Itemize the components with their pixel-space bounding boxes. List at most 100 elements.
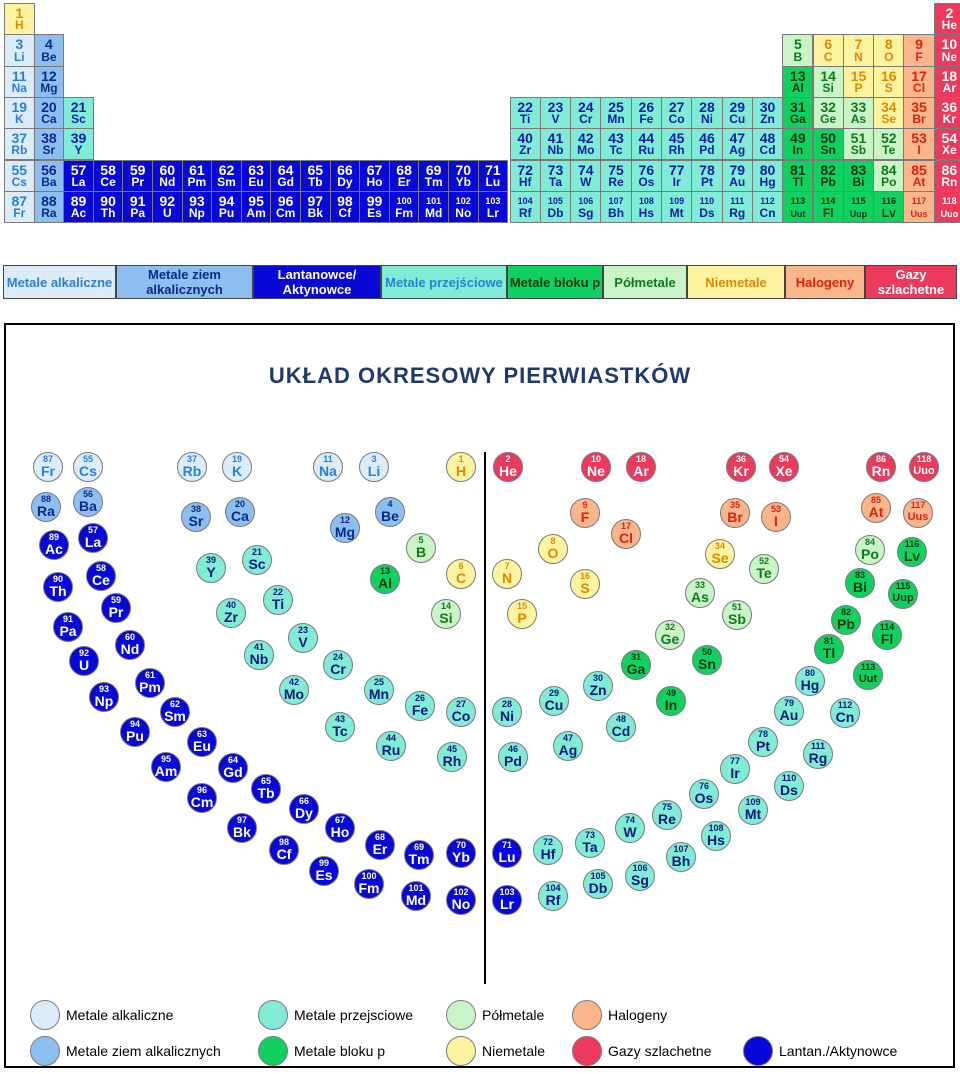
cell-symbol: Rn [941,174,958,189]
ball-number: 50 [701,647,712,657]
table-cell-v: 23 V [539,96,572,130]
ball-number: 102 [453,887,469,897]
table-cell-eu: 63 Eu [240,159,272,192]
element-ball-re: 75 Re [652,800,682,830]
element-ball-ho: 67 Ho [325,813,355,843]
table-cell-fm: 100 Fm [388,190,420,224]
table-cell-bk: 97 Bk [300,190,331,224]
legend-label: Metale przejsciowe [294,1007,414,1023]
legend-swatch [30,1000,60,1030]
element-ball-ar: 18 Ar [626,452,656,482]
cell-number: 24 [577,98,594,115]
ball-number: 10 [590,454,601,464]
cell-symbol: Ar [942,80,956,95]
table-cell-ag: 47 Ag [721,128,753,161]
table-cell-hs: 108 Hs [630,190,662,224]
ball-symbol: Dy [295,805,313,821]
ball-symbol: Sg [631,872,649,888]
table-cell-lu: 71 Lu [477,159,509,192]
element-ball-cs: 55 Cs [73,452,103,482]
cell-symbol: Ho [366,174,383,189]
table-cell-br: 35 Br [903,96,935,130]
cell-symbol: Hs [638,206,654,221]
ball-number: 26 [414,693,425,703]
cell-number: 61 [189,161,205,178]
element-ball-br: 35 Br [720,498,750,528]
cell-number: 74 [577,161,594,178]
legend-label: Metale bloku p [294,1043,386,1059]
ball-number: 45 [446,744,457,754]
cell-number: 39 [70,130,87,147]
table-cell-ar: 18 Ar [933,65,960,98]
element-ball-yb: 70 Yb [446,838,476,868]
cell-number: 93 [189,192,205,209]
legend-swatch [30,1036,60,1066]
element-ball-dy: 66 Dy [289,794,319,824]
ball-symbol: Cd [611,723,631,739]
ball-number: 57 [87,525,98,535]
cell-number: 109 [669,195,685,206]
cell-symbol: Ra [41,206,57,221]
ball-symbol: H [455,463,467,479]
element-ball-he: 2 He [493,452,523,482]
cell-symbol: N [854,49,863,64]
ball-symbol: Hs [707,832,725,848]
cell-number: 51 [850,130,867,147]
cell-symbol: Ge [820,112,837,127]
ball-symbol: Uuo [913,465,935,477]
ball-number: 70 [455,840,466,850]
cell-number: 7 [854,36,863,53]
legend-label: Gazy szlachetne [608,1043,712,1059]
cell-number: 106 [578,195,594,206]
element-ball-pt: 78 Pt [748,727,778,757]
ball-number: 23 [297,625,308,635]
cell-number: 72 [517,161,533,178]
ball-number: 106 [632,863,648,873]
cell-symbol: Hf [518,174,532,189]
cell-symbol: Dy [337,174,353,189]
table-cell-nb: 41 Nb [539,128,572,161]
ball-symbol: Ni [500,708,514,724]
table-cell-cf: 98 Cf [329,190,361,224]
ball-symbol: Pt [756,738,770,754]
element-ball-be: 4 Be [375,497,405,527]
ball-symbol: Sr [188,513,204,529]
ball-number: 38 [190,504,201,514]
table-cell-sn: 50 Sn [812,128,844,161]
ball-symbol: Br [727,509,743,525]
table-cell-se: 34 Se [873,96,905,130]
element-ball-th: 90 Th [43,572,73,602]
ball-number: 11 [323,454,333,464]
table-cell-ti: 22 Ti [509,96,541,130]
cell-symbol: Th [100,206,116,221]
element-ball-ba: 56 Ba [73,487,103,517]
ball-number: 78 [757,729,768,739]
ball-number: 79 [783,698,794,708]
ball-number: 44 [385,733,396,743]
legend-item-metalloid: Półmetale [446,1000,544,1030]
table-cell-fl: 114 Fl [812,190,844,224]
cell-number: 48 [759,130,776,147]
ball-number: 5 [418,535,424,545]
element-ball-hg: 80 Hg [795,666,825,696]
table-cell-ce: 58 Ce [92,159,124,192]
cell-number: 33 [850,98,867,115]
cell-number: 14 [820,67,836,84]
ball-number: 14 [440,601,451,611]
ball-symbol: In [664,697,678,713]
cell-symbol: Se [881,112,897,127]
table-cell-lv: 116 Lv [873,190,905,224]
cell-symbol: Fl [822,206,834,221]
ball-number: 1 [458,454,464,464]
ball-number: 58 [95,563,106,573]
cell-number: 96 [277,192,294,209]
cell-number: 40 [517,130,533,147]
table-cell-xe: 54 Xe [933,128,960,161]
table-cell-k: 19 K [4,96,35,130]
ball-symbol: Rb [182,463,202,479]
cell-symbol: Tc [609,143,623,158]
ball-symbol: Pu [126,728,144,744]
cell-number: 20 [41,98,57,115]
element-ball-mg: 12 Mg [330,513,360,543]
